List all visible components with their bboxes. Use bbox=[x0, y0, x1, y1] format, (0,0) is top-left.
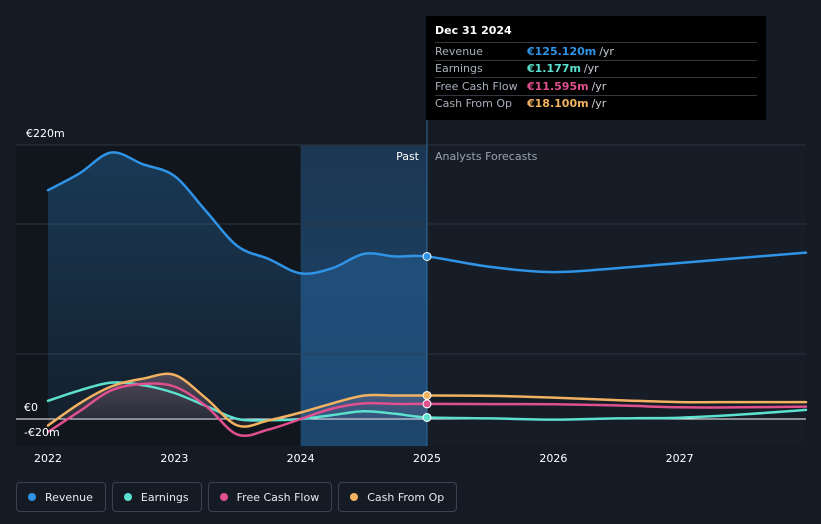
legend-item-label: Free Cash Flow bbox=[236, 490, 320, 504]
x-tick-label: 2026 bbox=[539, 452, 567, 465]
legend-dot-icon bbox=[219, 493, 228, 501]
tooltip-row-unit: /yr bbox=[599, 44, 614, 58]
tooltip-row-value: €11.595m bbox=[527, 79, 589, 93]
legend-item-earnings[interactable]: Earnings bbox=[111, 482, 202, 512]
tooltip-row-value: €125.120m bbox=[527, 44, 597, 58]
tooltip-date: Dec 31 2024 bbox=[435, 24, 512, 37]
legend: Revenue Earnings Free Cash Flow Cash From O… bbox=[16, 482, 458, 512]
tooltip-row-value: €18.100m bbox=[527, 97, 589, 111]
tooltip-row-unit: /yr bbox=[591, 79, 607, 93]
legend-item-label: Cash From Op bbox=[367, 490, 445, 504]
cash-from-op-area bbox=[48, 373, 427, 427]
y-tick-label: €0 bbox=[24, 401, 38, 414]
y-tick-label: €220m bbox=[26, 127, 65, 140]
tooltip-row-revenue: Revenue €125.120m/yr bbox=[435, 42, 757, 60]
free-cash-flow-line bbox=[46, 382, 808, 438]
tooltip-row-unit: /yr bbox=[583, 62, 599, 76]
legend-item-label: Revenue bbox=[45, 490, 93, 504]
x-tick-label: 2022 bbox=[34, 452, 62, 465]
revenue-line bbox=[46, 151, 808, 275]
legend-dot-icon bbox=[350, 493, 359, 501]
tooltip-row-label: Free Cash Flow bbox=[435, 79, 518, 93]
earnings-marker bbox=[422, 412, 432, 422]
analysts-forecasts-label: Analysts Forecasts bbox=[435, 150, 538, 163]
tooltip-row-label: Revenue bbox=[435, 44, 483, 58]
tooltip-row-cash-from-op: Cash From Op €18.100m/yr bbox=[435, 94, 757, 113]
revenue-marker bbox=[422, 252, 432, 261]
legend-item-free-cash-flow[interactable]: Free Cash Flow bbox=[207, 482, 333, 512]
earnings-line bbox=[46, 381, 808, 422]
cash-from-op-line bbox=[46, 372, 808, 428]
tooltip-row-value: €1.177m bbox=[527, 62, 581, 76]
past-label: Past bbox=[396, 150, 420, 163]
y-tick-label: -€20m bbox=[24, 426, 60, 439]
chart-markers bbox=[422, 252, 432, 422]
tooltip-row-free-cash-flow: Free Cash Flow €11.595m/yr bbox=[435, 77, 757, 95]
x-tick-label: 2024 bbox=[287, 452, 315, 465]
cash-from-op-marker bbox=[422, 390, 432, 400]
chart-labels: €220m €0 -€20m 2022 2023 2024 2025 2026 2027 Past… bbox=[24, 127, 694, 465]
tooltip-row-label: Earnings bbox=[435, 62, 483, 76]
chart-areas bbox=[48, 152, 427, 427]
tooltip: Dec 31 2024 Revenue €125.120m/yr Earnings €… bbox=[426, 16, 766, 120]
free-cash-flow-marker bbox=[422, 399, 432, 409]
x-tick-label: 2023 bbox=[160, 452, 188, 465]
x-tick-label: 2025 bbox=[413, 452, 441, 465]
x-tick-label: 2027 bbox=[666, 452, 694, 465]
legend-item-cash-from-op[interactable]: Cash From Op bbox=[338, 482, 458, 512]
legend-item-label: Earnings bbox=[140, 490, 189, 504]
tooltip-row-earnings: Earnings €1.177m/yr bbox=[435, 59, 757, 78]
legend-dot-icon bbox=[28, 493, 36, 501]
revenue-area bbox=[48, 152, 427, 419]
tooltip-row-label: Cash From Op bbox=[435, 97, 513, 111]
chart-lines bbox=[46, 151, 808, 438]
legend-item-revenue[interactable]: Revenue bbox=[16, 482, 106, 512]
legend-dot-icon bbox=[123, 493, 132, 501]
tooltip-row-unit: /yr bbox=[591, 97, 607, 111]
